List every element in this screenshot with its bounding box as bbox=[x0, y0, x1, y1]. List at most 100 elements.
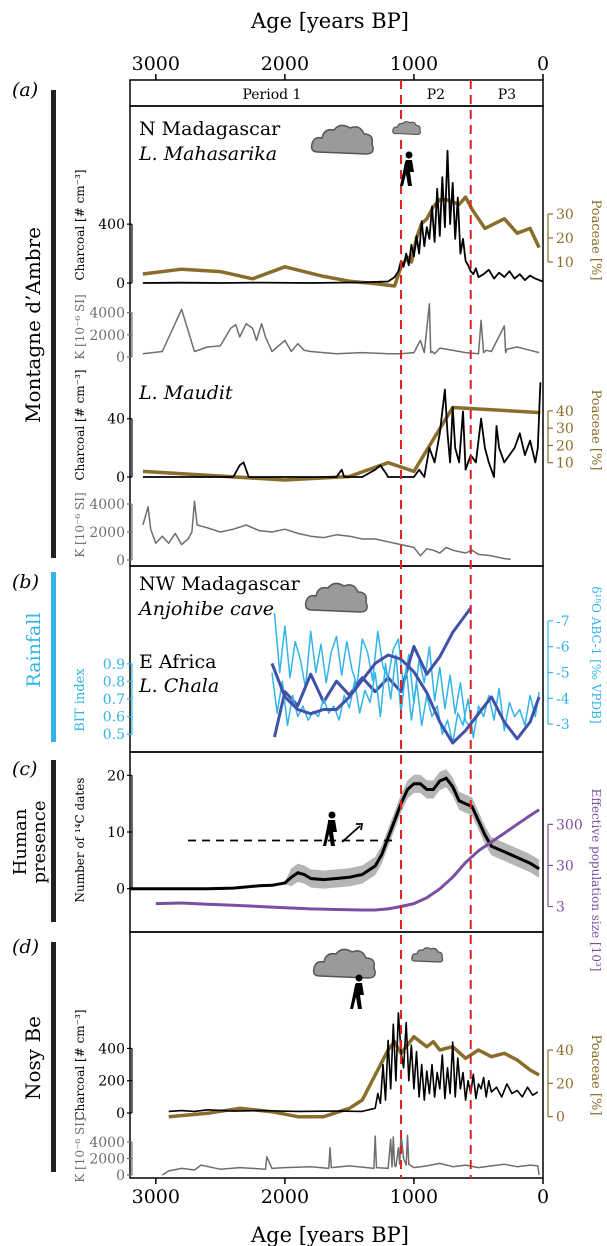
panel-label-d: (d) bbox=[12, 936, 39, 958]
period-labels: Period 1 P2 P3 bbox=[242, 87, 516, 103]
amparahibe-poaceae-axis: 0 20 40 Poaceae [%] bbox=[547, 1035, 603, 1126]
top-tick-label: 2000 bbox=[261, 53, 309, 75]
tick-label: 0 bbox=[116, 882, 125, 898]
bottom-tick-label: 0 bbox=[537, 1186, 549, 1208]
tick-label: 30 bbox=[556, 858, 574, 874]
tick-label: 0.6 bbox=[103, 710, 125, 726]
sidebar-rainfall: Rainfall bbox=[23, 613, 45, 688]
tick-label: 0 bbox=[116, 350, 125, 366]
maudit-poaceae-label: Poaceae [%] bbox=[588, 390, 603, 471]
panel-a-frame bbox=[129, 105, 544, 567]
chala-bit-line bbox=[271, 654, 540, 744]
tick-label: 4000 bbox=[89, 497, 125, 513]
population-label: Effective population size [10³] bbox=[589, 789, 603, 972]
top-tick-label: 0 bbox=[537, 53, 549, 75]
tick-label: 200 bbox=[98, 1074, 125, 1090]
nosy-bar bbox=[51, 942, 56, 1172]
tick-label: 3 bbox=[556, 900, 565, 916]
bottom-tick-label: 2000 bbox=[261, 1186, 309, 1208]
panel-label-c: (c) bbox=[12, 758, 37, 780]
tick-label: 0.8 bbox=[103, 674, 125, 690]
panel-label-a: (a) bbox=[12, 79, 38, 101]
sidebar-presence: presence bbox=[29, 801, 50, 884]
tick-label: 30 bbox=[556, 421, 574, 437]
chala-smooth-line bbox=[270, 653, 541, 745]
tick-label: 20 bbox=[107, 768, 125, 784]
panel-c-frame bbox=[129, 751, 544, 933]
tick-label: 30 bbox=[556, 207, 574, 223]
tick-label: 20 bbox=[556, 438, 574, 454]
tick-label: 20 bbox=[556, 1076, 574, 1092]
tick-label: 40 bbox=[556, 1043, 574, 1059]
sidebar-nosy: Nosy Be bbox=[21, 1016, 45, 1100]
mahasarika-poaceae-label: Poaceae [%] bbox=[588, 200, 603, 281]
tick-label: -4 bbox=[556, 691, 570, 707]
bottom-tick-label: 3000 bbox=[132, 1186, 180, 1208]
panel-label-b: (b) bbox=[12, 571, 39, 593]
site-n-madagascar: N Madagascar bbox=[139, 118, 281, 140]
mahasarika-k-line bbox=[142, 303, 540, 355]
cloud-icon bbox=[312, 948, 376, 979]
tick-label: 2000 bbox=[89, 525, 125, 541]
tick-label: 0 bbox=[116, 470, 125, 486]
top-tick-label: 3000 bbox=[132, 53, 180, 75]
cloud-icon bbox=[411, 947, 444, 963]
chala-bit-axis: 0.50.6 0.7 0.80.9 BIT index bbox=[73, 657, 133, 743]
top-axis-ticks: 3000 2000 1000 0 bbox=[132, 53, 549, 80]
cave-anjohibe: Anjohibe cave bbox=[137, 598, 274, 620]
maudit-k-line bbox=[142, 500, 511, 561]
top-axis-title: Age [years BP] bbox=[250, 9, 409, 33]
period-boundaries bbox=[400, 80, 472, 1178]
tick-label: 4000 bbox=[89, 306, 125, 322]
period-label: P2 bbox=[427, 87, 445, 103]
cloud-icon bbox=[304, 582, 368, 613]
anjohibe-d18o-label: δ¹⁸O ABC-1 [‰ VPDB] bbox=[589, 586, 603, 723]
dates-line bbox=[130, 776, 540, 891]
anjohibe-smooth-line bbox=[273, 607, 472, 738]
cloud-icon bbox=[392, 120, 421, 135]
period-bar bbox=[129, 79, 544, 107]
tick-label: -6 bbox=[556, 640, 570, 656]
site-nw-madagascar-b: NW Madagascar bbox=[139, 573, 301, 595]
maudit-k-label: K [10⁻⁶ SI] bbox=[73, 492, 87, 557]
period-label: P3 bbox=[498, 87, 516, 103]
amparahibe-k-line bbox=[161, 1132, 540, 1176]
sidebar-montagne: Montagne d’Ambre bbox=[21, 227, 45, 423]
maudit-charcoal-axis: 0 40 Charcoal [# cm⁻³] bbox=[73, 369, 133, 486]
mahasarika-poaceae-line bbox=[142, 195, 541, 288]
anjohibe-d18o-axis: -7 -6 -5 -4 -3 δ¹⁸O ABC-1 [‰ VPDB] bbox=[547, 586, 603, 733]
maudit-charcoal-label: Charcoal [# cm⁻³] bbox=[73, 369, 87, 480]
tick-label: -5 bbox=[556, 666, 570, 682]
amparahibe-poaceae-line bbox=[168, 1034, 540, 1119]
top-tick-label: 1000 bbox=[390, 53, 438, 75]
panel-d-frame bbox=[129, 931, 544, 1179]
mahasarika-charcoal-line bbox=[142, 149, 544, 284]
tick-label: 2000 bbox=[89, 1151, 125, 1167]
population-axis: 3 30 300 Effective population size [10³] bbox=[547, 789, 603, 972]
maudit-charcoal-line bbox=[142, 382, 542, 478]
tick-label: 0 bbox=[556, 1110, 565, 1126]
tick-label: 10 bbox=[107, 825, 125, 841]
bottom-axis-title: Age [years BP] bbox=[250, 1223, 409, 1246]
mahasarika-k-label: K [10⁻⁶ SI] bbox=[73, 294, 87, 359]
bottom-tick-label: 1000 bbox=[390, 1186, 438, 1208]
montagne-bar bbox=[51, 90, 56, 558]
amparahibe-k-label: K [10⁻⁶ SI] bbox=[73, 1117, 87, 1182]
mahasarika-charcoal-label: Charcoal [# cm⁻³] bbox=[73, 169, 87, 280]
lake-mahasarika: L. Mahasarika bbox=[138, 143, 277, 165]
tick-label: 0.9 bbox=[103, 657, 125, 673]
site-e-africa: E Africa bbox=[139, 651, 216, 673]
climbing-person-icon bbox=[323, 811, 364, 846]
dates-label: Number of ¹⁴C dates bbox=[73, 778, 87, 903]
mahasarika-poaceae-axis: 10 20 30 Poaceae [%] bbox=[547, 200, 603, 281]
anjohibe-d18o-line bbox=[273, 613, 472, 728]
tick-label: 40 bbox=[107, 412, 125, 428]
tick-label: -7 bbox=[556, 614, 570, 630]
tick-label: 40 bbox=[556, 404, 574, 420]
tick-label: 4000 bbox=[89, 1135, 125, 1151]
